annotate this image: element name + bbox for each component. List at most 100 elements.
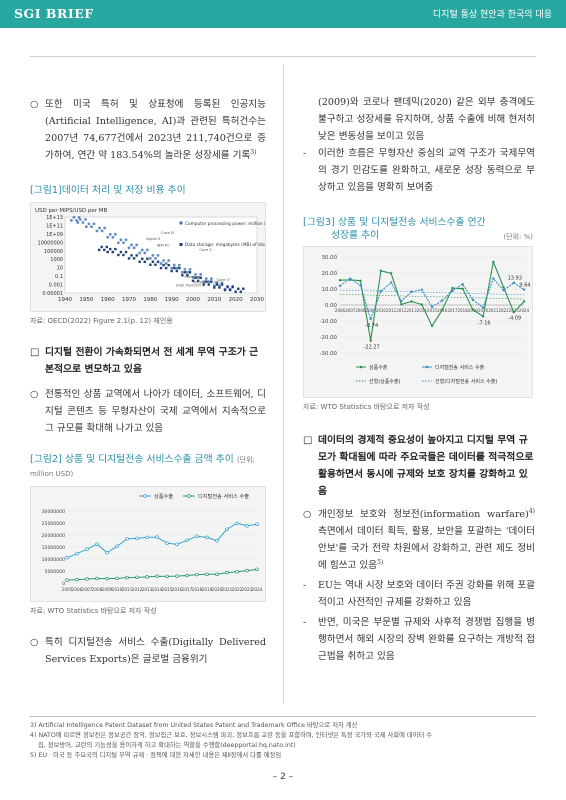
paragraph-intangibles: ○ 전통적인 상품 교역에서 나아가 데이터, 소프트웨어, 디지털 콘텐츠 등 … xyxy=(30,386,266,437)
data-point xyxy=(209,277,213,281)
paragraph-text-cont: 측면에서 데이터 획득, 활용, 보안을 포괄하는 '데이터 안보'를 국가 전… xyxy=(318,526,535,571)
data-point xyxy=(77,216,81,219)
data-point xyxy=(400,299,403,303)
x-tick-label: 2012 xyxy=(396,308,407,313)
y-tick-label: 10000000 xyxy=(42,557,65,563)
x-tick-label: 2000 xyxy=(186,297,200,303)
data-point xyxy=(188,271,192,274)
section-heading-digital-transition: □ 디지털 전환이 가속화되면서 전 세계 무역 구조가 근본적으로 변모하고 있… xyxy=(30,344,266,378)
paragraph-text: 반면, 미국은 부문별 규제와 사후적 경쟁법 집행을 병행하면서 해외 시장의… xyxy=(318,617,535,662)
footnote-ref: 5) xyxy=(377,558,384,566)
data-point xyxy=(105,551,109,555)
data-point xyxy=(173,266,176,270)
data-point xyxy=(195,534,199,538)
x-tick-label: 2014 xyxy=(152,587,163,592)
data-point xyxy=(116,241,120,245)
y-tick-label: 0.00 xyxy=(325,303,338,309)
data-point xyxy=(183,271,187,274)
data-point xyxy=(154,263,157,266)
data-point xyxy=(338,279,342,282)
data-point xyxy=(191,279,195,282)
figure2-title: [그림2] 상품 및 디지털전송 서비스수출 금액 추이 (단위: millio… xyxy=(30,453,266,481)
data-point xyxy=(78,218,82,221)
data-point xyxy=(109,247,112,251)
data-point xyxy=(75,218,78,222)
data-point xyxy=(441,308,444,312)
data-point xyxy=(132,257,136,260)
data-point xyxy=(106,250,109,254)
x-tick-label: 2018 xyxy=(192,587,203,592)
data-point xyxy=(218,286,221,289)
data-point xyxy=(185,573,189,578)
x-tick-label: 2023 xyxy=(509,308,520,313)
data-point xyxy=(492,277,495,280)
data-point xyxy=(98,226,101,230)
data-point xyxy=(95,542,99,546)
data-point xyxy=(512,281,515,284)
x-tick-label: 2024 xyxy=(252,587,263,592)
x-tick-label: 2011 xyxy=(386,308,397,313)
x-tick-label: 2019 xyxy=(202,587,213,592)
data-point xyxy=(195,572,199,577)
x-tick-label: 2020 xyxy=(478,308,489,313)
figure3-title: [그림3] 상품 및 디지털전송 서비스수출 연간 성장률 추이 (단위: %) xyxy=(303,216,535,242)
data-point xyxy=(441,299,444,302)
y-tick-label: 5000000 xyxy=(45,569,66,575)
dash-item-us: - 반면, 미국은 부문별 규제와 사후적 경쟁법 집행을 병행하면서 해외 시장… xyxy=(303,614,535,665)
x-tick-label: 2007 xyxy=(82,587,93,592)
data-point xyxy=(138,260,141,263)
figure3-title-line2: 성장률 추이 xyxy=(331,230,380,241)
x-tick-label: 2014 xyxy=(417,308,428,313)
data-point xyxy=(338,284,342,287)
y-tick-label: 1E+13 xyxy=(46,215,63,221)
data-point xyxy=(199,276,202,279)
data-point xyxy=(369,339,372,342)
data-point xyxy=(420,288,423,291)
data-point xyxy=(95,229,99,233)
footnote-ref: 3) xyxy=(250,148,257,156)
x-tick-label: 2013 xyxy=(406,308,417,313)
data-label: -8.74 xyxy=(365,323,378,329)
data-label: -4.09 xyxy=(508,316,521,322)
data-point xyxy=(215,283,219,286)
x-tick-label: 2024 xyxy=(519,308,530,313)
x-tick-label: 1960 xyxy=(101,297,115,303)
data-point xyxy=(481,306,485,309)
data-point xyxy=(202,283,205,286)
x-tick-label: 2030 xyxy=(250,297,264,303)
figure3-title-line1: [그림3] 상품 및 디지털전송 서비스수출 연간 xyxy=(303,217,486,228)
data-point xyxy=(369,317,372,321)
legend-label: Computer processing power: million instr… xyxy=(185,221,265,227)
figure3-source: 자료: WTO Statistics 바탕으로 저자 작성 xyxy=(303,403,430,411)
data-point xyxy=(175,266,179,270)
data-point xyxy=(481,315,485,318)
paragraph-text: 특히 디지털전송 서비스 수출(Digitally Delivered Serv… xyxy=(45,637,266,665)
paragraph-text: 전통적인 상품 교역에서 나아가 데이터, 소프트웨어, 디지털 콘텐츠 등 무… xyxy=(45,389,266,434)
data-point xyxy=(127,246,131,250)
data-point xyxy=(135,254,138,257)
x-tick-label: 2017 xyxy=(447,308,458,313)
x-tick-label: 2007 xyxy=(345,308,356,313)
footnote-ref: 4) xyxy=(528,507,535,515)
data-point xyxy=(117,253,120,257)
data-point xyxy=(180,270,184,274)
y-tick-label: 10.00 xyxy=(322,287,338,293)
data-point xyxy=(210,280,213,283)
figure1-title: [그림1]데이터 처리 및 저장 비용 추이 xyxy=(30,185,186,196)
data-point xyxy=(90,225,93,229)
left-column: ○ 또한 미국 특허 및 상표청에 등록된 인공지능(Artificial Int… xyxy=(30,96,330,668)
data-label: -22.27 xyxy=(364,345,380,351)
section-heading-data-regulation: □ 데이터의 경제적 중요성이 높아지고 디지털 무역 규모가 확대됨에 따라 주… xyxy=(303,432,535,500)
data-point xyxy=(122,253,125,257)
data-point xyxy=(65,578,69,582)
data-point xyxy=(84,225,88,229)
data-point xyxy=(100,245,103,249)
data-point xyxy=(84,218,87,221)
data-point xyxy=(223,288,227,292)
y-tick-label: 0.001 xyxy=(49,283,63,289)
dash-item-trade-structure: - 이러한 흐름은 무형자산 중심의 교역 구조가 국제무역의 경기 민감도를 완… xyxy=(303,145,535,196)
legend-marker xyxy=(179,243,183,246)
data-point xyxy=(359,279,362,282)
data-point xyxy=(165,541,169,545)
data-point xyxy=(138,251,142,255)
